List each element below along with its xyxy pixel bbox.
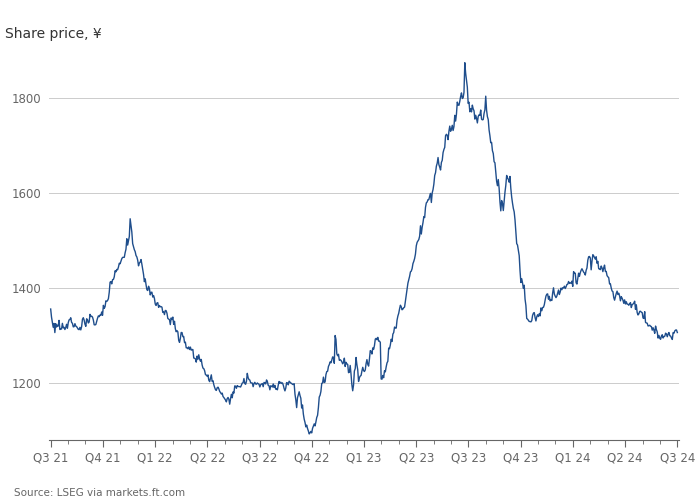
- Text: Share price, ¥: Share price, ¥: [5, 27, 102, 41]
- Text: Source: LSEG via markets.ft.com: Source: LSEG via markets.ft.com: [14, 488, 185, 498]
